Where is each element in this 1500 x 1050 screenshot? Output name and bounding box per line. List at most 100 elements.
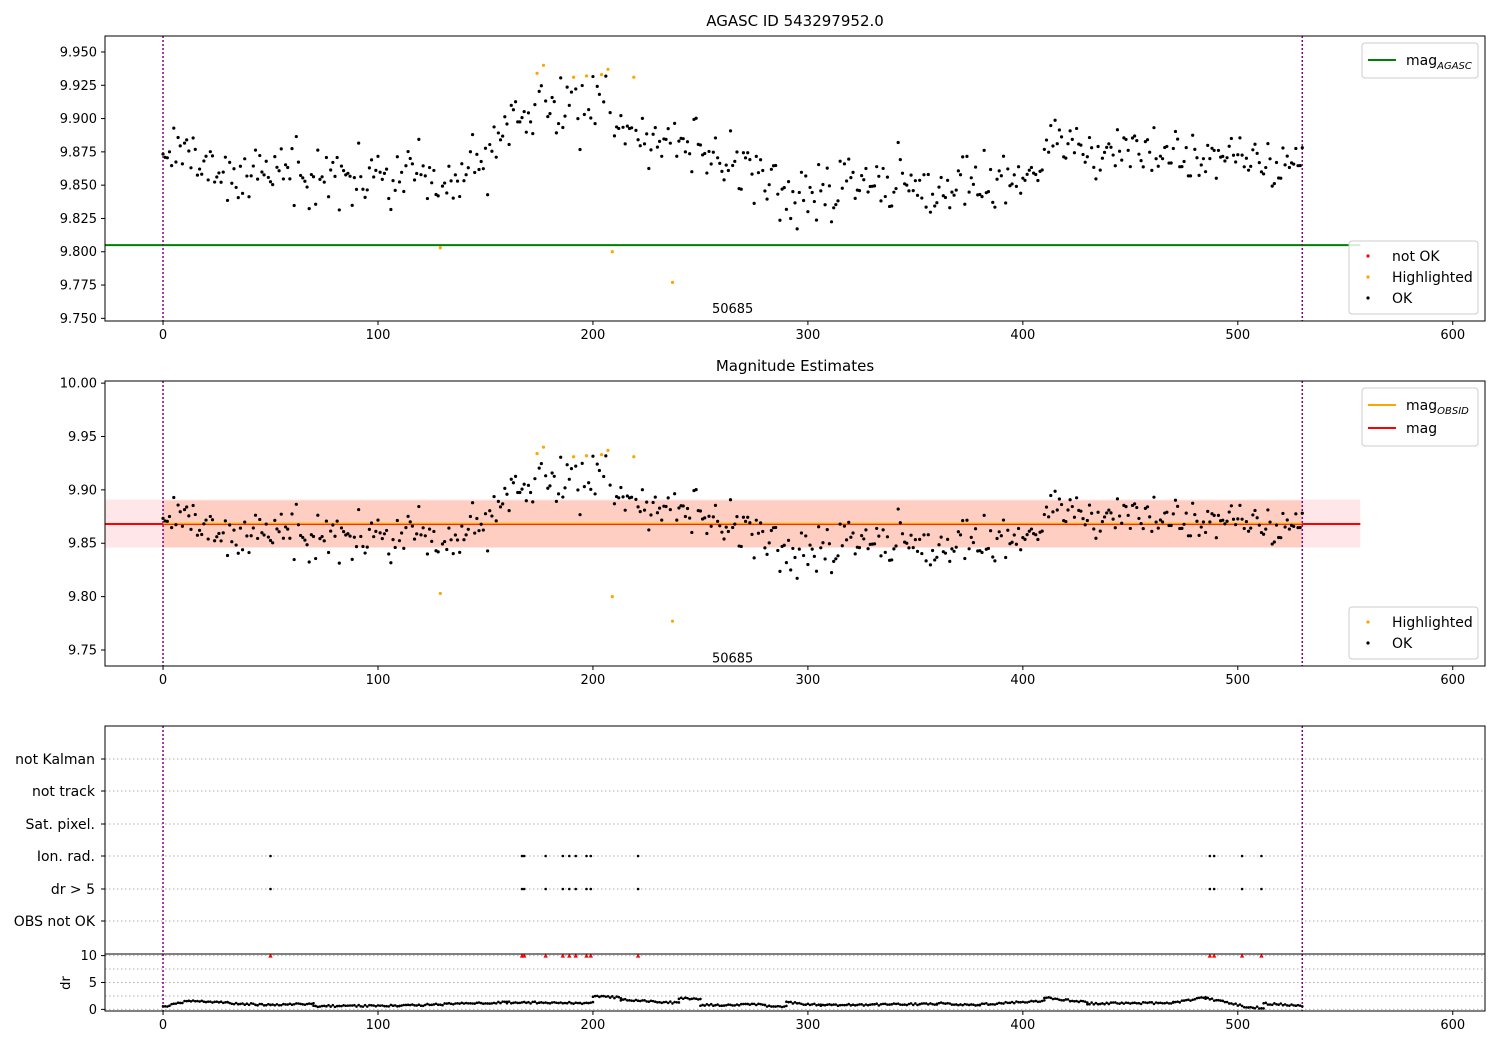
ok-point <box>322 180 326 184</box>
highlighted-point <box>610 595 614 599</box>
dr-point <box>327 1003 330 1007</box>
ok-point <box>690 170 694 174</box>
ok-point <box>1270 542 1274 546</box>
dr-point <box>359 1005 363 1008</box>
ok-point <box>561 125 565 130</box>
ok-point <box>612 502 617 506</box>
dr-point <box>828 1003 831 1006</box>
ok-point <box>761 529 765 534</box>
ok-point <box>993 559 997 563</box>
ok-point <box>688 152 692 156</box>
ok-point <box>1029 165 1034 170</box>
dr-point <box>959 1003 962 1006</box>
dr-point <box>942 1001 945 1005</box>
ok-point <box>930 192 935 196</box>
dr-point <box>750 1002 754 1006</box>
ok-point <box>470 501 475 505</box>
ok-point <box>769 528 773 533</box>
dr-point <box>219 1000 223 1003</box>
ok-point <box>1010 182 1014 186</box>
ok-point <box>810 190 814 195</box>
ok-point <box>376 154 380 158</box>
dr-point <box>361 1005 365 1008</box>
dr-point <box>608 996 612 999</box>
ok-point <box>1246 529 1251 533</box>
ok-point <box>490 514 494 518</box>
ok-point <box>623 142 627 146</box>
dr-point <box>669 1000 672 1003</box>
ok-point <box>464 533 468 537</box>
dr-point <box>653 1000 657 1004</box>
ok-point <box>1019 191 1023 195</box>
ok-point <box>187 514 191 518</box>
ok-point <box>236 196 240 200</box>
dr-point <box>791 1002 795 1005</box>
ok-point <box>266 535 270 539</box>
x-tick-label: 600 <box>1440 328 1465 343</box>
ok-point <box>232 167 236 171</box>
ok-point <box>1019 548 1023 552</box>
ok-point <box>556 492 561 496</box>
ok-point <box>1117 149 1122 153</box>
ok-point <box>823 557 827 561</box>
dr-point <box>1068 999 1072 1003</box>
ok-point <box>316 513 320 517</box>
ok-point <box>299 173 303 178</box>
dr-point <box>641 999 644 1002</box>
dr-point <box>318 1005 322 1008</box>
ok-point <box>930 548 935 553</box>
dr-point <box>239 1002 242 1006</box>
dr-point <box>430 1003 434 1007</box>
dr-point <box>183 999 186 1003</box>
dr-point <box>404 1003 408 1007</box>
ok-point <box>389 207 393 212</box>
flag-point <box>567 854 571 858</box>
ok-point <box>872 184 877 188</box>
dr-point <box>598 995 601 999</box>
ok-point <box>864 166 868 171</box>
ok-point <box>1253 142 1257 146</box>
dr-point <box>196 999 199 1003</box>
ok-point <box>634 128 638 133</box>
ok-point <box>524 130 528 134</box>
ok-point <box>997 169 1001 173</box>
dr-point <box>860 1002 863 1006</box>
dr-point <box>206 1000 210 1003</box>
ok-point <box>167 150 172 154</box>
ok-point <box>283 163 288 167</box>
ok-point <box>952 549 956 553</box>
ok-point <box>728 129 733 133</box>
dr-point <box>1083 1000 1087 1003</box>
legend-label: not OK <box>1392 249 1440 265</box>
dr-point <box>445 1002 449 1005</box>
ok-point <box>875 526 879 531</box>
ok-point <box>1195 156 1199 160</box>
ok-point <box>997 530 1001 534</box>
ok-point <box>238 164 243 168</box>
dr-point <box>1116 1002 1119 1005</box>
ok-point <box>565 463 569 467</box>
ok-point <box>1051 510 1055 514</box>
ok-point <box>509 477 513 481</box>
ok-point <box>1034 172 1038 177</box>
dr-point <box>1120 1001 1124 1004</box>
flag-point <box>1208 887 1212 891</box>
ok-point <box>980 550 984 555</box>
ok-point <box>249 174 253 178</box>
dr-point <box>1113 1001 1117 1004</box>
ok-point <box>694 116 698 120</box>
dr-point <box>451 1002 455 1006</box>
ok-point <box>597 92 601 97</box>
ok-point <box>391 537 395 542</box>
ok-point <box>958 173 963 177</box>
dr-point <box>1266 1003 1270 1006</box>
ok-point <box>1257 523 1261 527</box>
dr-point <box>733 1004 737 1007</box>
dr-clipped-marker <box>543 953 548 958</box>
ok-point <box>1001 154 1006 158</box>
ok-point <box>449 538 453 542</box>
ok-point <box>1034 533 1038 537</box>
ok-point <box>795 227 799 231</box>
ok-point <box>505 492 509 496</box>
dr-point <box>1111 1001 1115 1004</box>
